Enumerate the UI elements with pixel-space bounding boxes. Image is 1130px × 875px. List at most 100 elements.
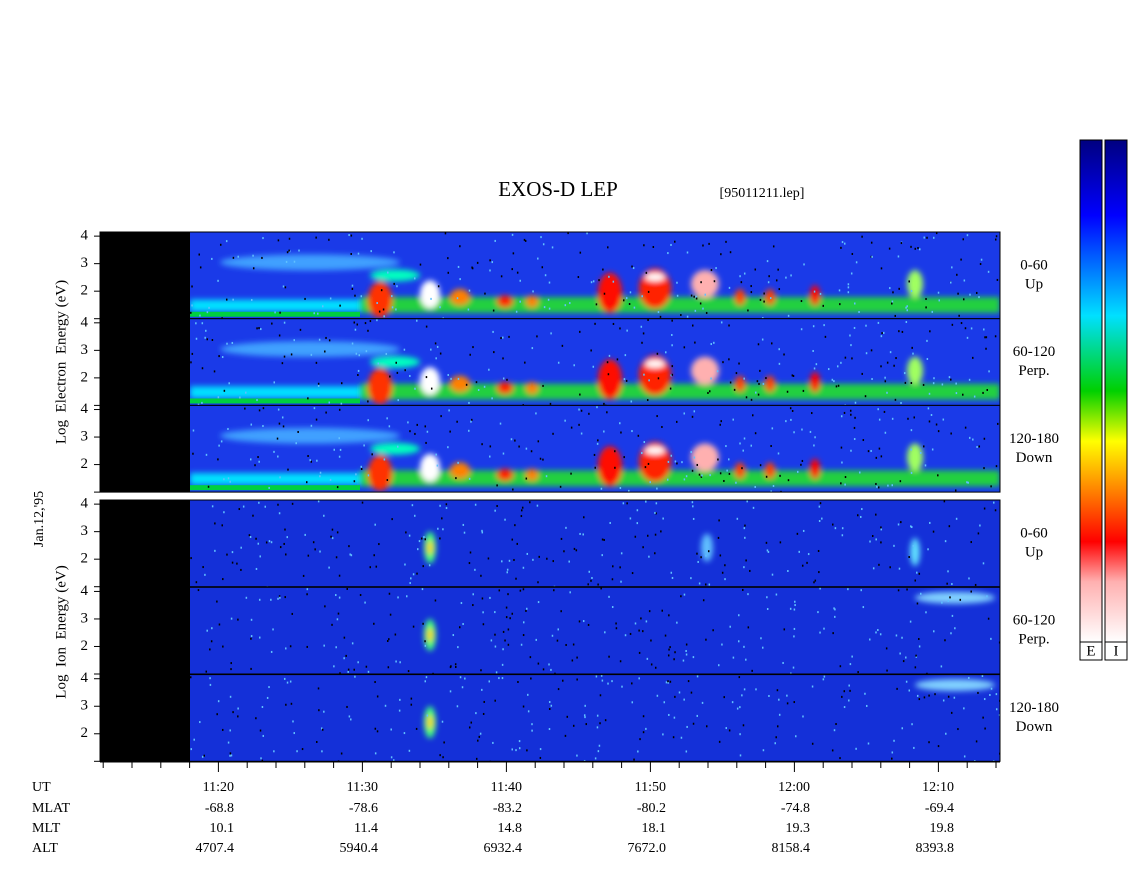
noise: [230, 754, 233, 757]
noise: [288, 249, 290, 252]
features: [424, 591, 995, 651]
noise: [594, 466, 596, 469]
noise: [654, 533, 657, 536]
noise: [687, 680, 690, 683]
noise: [645, 271, 648, 274]
noise: [619, 566, 621, 569]
noise: [891, 757, 893, 760]
noise: [228, 382, 230, 385]
noise: [454, 663, 457, 666]
orbit-value: 18.1: [642, 821, 667, 836]
noise: [390, 728, 392, 731]
noise: [758, 382, 760, 385]
noise: [644, 466, 647, 469]
channel-dir: Up: [1025, 544, 1043, 560]
noise: [910, 245, 912, 248]
noise: [384, 704, 387, 707]
noise: [657, 377, 660, 380]
noise: [522, 566, 525, 569]
noise: [725, 727, 728, 730]
noise: [542, 668, 545, 671]
noise: [538, 555, 540, 558]
noise: [232, 256, 235, 259]
features: [190, 427, 1000, 492]
noise: [351, 642, 354, 645]
noise: [881, 332, 883, 335]
noise: [600, 487, 603, 490]
noise: [947, 695, 950, 698]
noise: [607, 373, 610, 376]
noise: [925, 306, 927, 309]
noise: [335, 594, 337, 597]
noise: [963, 279, 966, 282]
noise: [579, 532, 581, 535]
noise: [841, 695, 843, 698]
noise: [599, 722, 601, 725]
noise: [560, 537, 563, 540]
noise: [682, 659, 685, 662]
noise: [768, 694, 770, 697]
orbit-value: 11.4: [354, 821, 378, 836]
blob: [810, 458, 820, 479]
noise: [596, 726, 599, 729]
noise: [207, 485, 210, 488]
noise: [902, 660, 905, 663]
noise: [839, 665, 842, 668]
orbit-value: 4707.4: [196, 841, 235, 856]
noise: [346, 705, 348, 708]
noise: [320, 727, 323, 730]
noise: [790, 418, 792, 421]
noise: [385, 352, 388, 355]
noise: [616, 358, 619, 361]
noise: [864, 692, 866, 695]
noise: [225, 240, 228, 243]
noise: [756, 380, 759, 383]
noise: [317, 312, 319, 315]
noise: [420, 537, 423, 540]
noise: [789, 407, 792, 410]
data-gap: [100, 587, 190, 674]
spectrogram: [100, 587, 1000, 674]
noise: [190, 676, 192, 679]
noise: [923, 696, 926, 699]
noise: [959, 598, 962, 601]
noise: [807, 553, 810, 556]
noise: [474, 568, 476, 571]
noise: [691, 501, 694, 504]
noise: [278, 334, 281, 337]
noise: [690, 294, 693, 297]
noise: [522, 404, 524, 406]
noise: [977, 691, 979, 694]
orbit-value: 11:20: [203, 780, 234, 795]
noise: [470, 721, 473, 724]
blob: [427, 715, 433, 730]
noise: [694, 309, 697, 312]
noise: [350, 718, 352, 721]
y-tick-label: 4: [81, 228, 89, 244]
noise: [229, 480, 231, 483]
noise: [962, 238, 965, 241]
noise: [701, 474, 703, 477]
blob: [701, 533, 713, 562]
noise: [744, 536, 746, 539]
noise: [926, 357, 929, 360]
noise: [620, 431, 622, 434]
noise: [972, 438, 974, 441]
noise: [306, 588, 309, 591]
noise: [935, 232, 938, 235]
noise: [848, 699, 850, 702]
noise: [793, 635, 795, 638]
noise: [428, 564, 431, 567]
noise: [291, 612, 294, 615]
noise: [763, 292, 765, 295]
noise: [637, 750, 639, 753]
title: EXOS-D LEP: [498, 177, 618, 201]
noise: [899, 480, 902, 483]
noise: [996, 278, 999, 281]
noise: [396, 285, 398, 288]
noise: [325, 411, 327, 414]
noise: [483, 700, 485, 703]
noise: [862, 439, 865, 442]
noise: [273, 750, 275, 753]
noise: [701, 701, 704, 704]
